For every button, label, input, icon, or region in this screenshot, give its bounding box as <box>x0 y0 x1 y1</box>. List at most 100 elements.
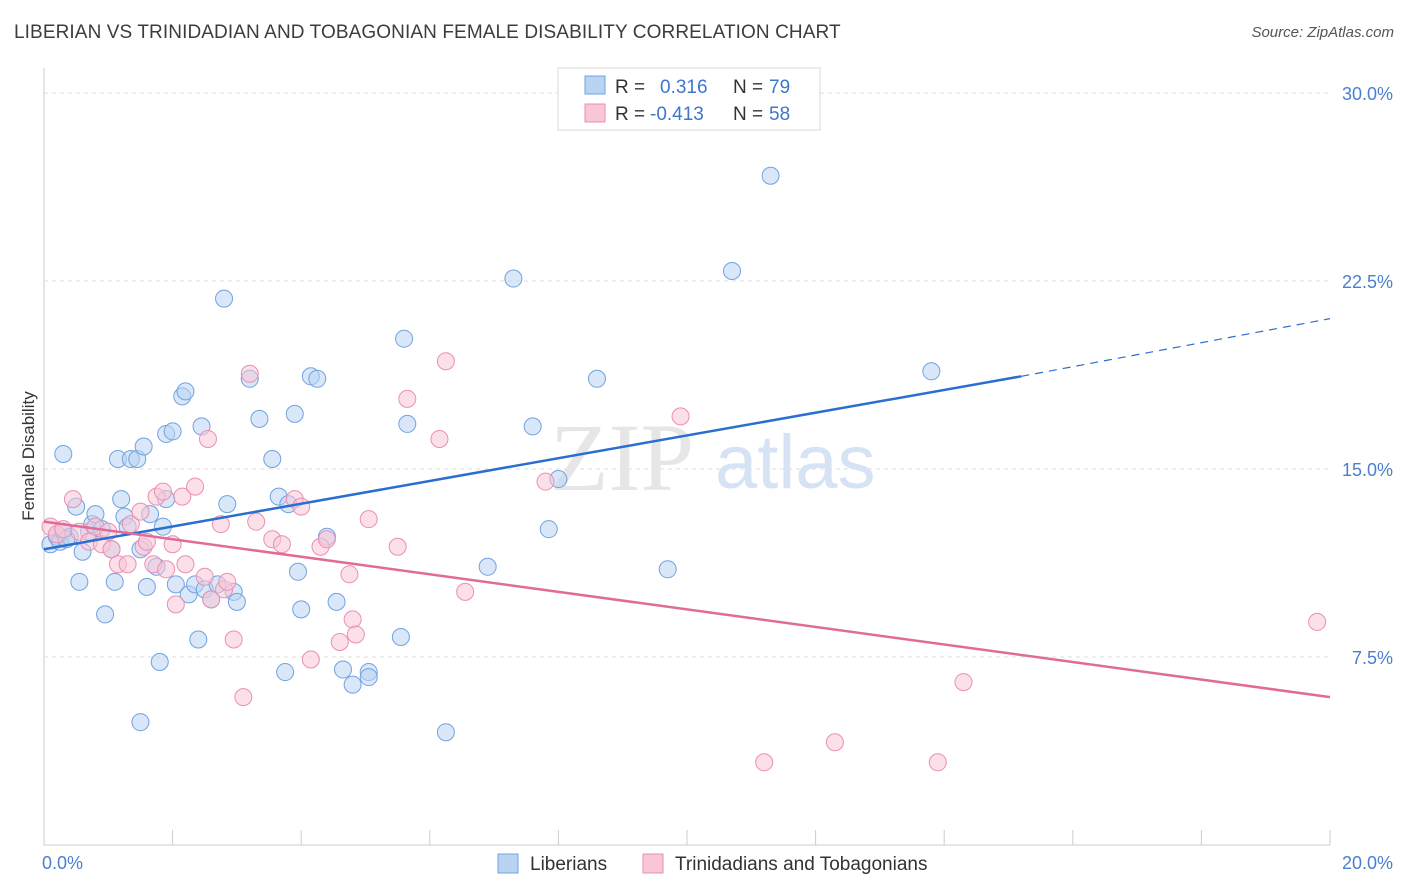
trinidadian-point <box>157 560 176 579</box>
y-tick-label: 22.5% <box>1342 272 1393 292</box>
y-tick-label: 7.5% <box>1352 648 1393 668</box>
watermark-zip: ZIP <box>550 404 694 511</box>
legend-n-label-2: N = <box>733 104 763 125</box>
liberian-point <box>131 713 150 732</box>
trinidadian-point <box>234 688 253 707</box>
trinidadian-point <box>153 482 172 501</box>
trinidadian-point <box>166 595 185 614</box>
liberian-point <box>723 262 742 281</box>
legend-n-value-1: 79 <box>769 77 790 98</box>
legend-r-label-1: R = <box>615 77 645 98</box>
legend-r-label-2: R = <box>615 104 645 125</box>
liberian-point <box>327 592 346 611</box>
liberians-trend-extension <box>1021 318 1331 377</box>
trinidadian-point <box>1308 612 1327 631</box>
trinidadian-point <box>173 487 192 506</box>
liberian-point <box>112 490 131 509</box>
legend-trinidadians-swatch <box>642 853 664 874</box>
x-axis-ticks <box>43 830 1331 845</box>
liberian-point <box>343 675 362 694</box>
liberian-point <box>359 668 378 687</box>
trinidadian-point <box>317 530 336 549</box>
trinidadian-point <box>536 472 555 491</box>
liberian-point <box>308 369 327 388</box>
liberian-point <box>176 382 195 401</box>
liberian-point <box>478 557 497 576</box>
correlation-legend: R = 0.316 N = 79 R = -0.413 N = 58 <box>557 67 821 131</box>
liberian-point <box>285 404 304 423</box>
gridlines <box>44 92 1330 658</box>
legend-swatch-pink <box>584 103 606 123</box>
trinidadians-trend-line <box>43 520 1331 699</box>
trinidadian-point <box>928 753 947 772</box>
liberian-point <box>276 663 295 682</box>
series-legend: Liberians Trinidadians and Tobagonians <box>497 853 927 875</box>
liberian-point <box>105 572 124 591</box>
liberian-point <box>395 329 414 348</box>
y-tick-labels: 7.5% 15.0% 22.5% 30.0% <box>1342 84 1393 668</box>
liberian-point <box>292 600 311 619</box>
trinidadian-point <box>343 610 362 629</box>
trinidadian-point <box>247 512 266 531</box>
trinidadian-point <box>954 673 973 692</box>
trinidadian-point <box>398 389 417 408</box>
trinidadian-point <box>131 502 150 521</box>
legend-liberians-label: Liberians <box>530 854 607 875</box>
liberian-point <box>587 369 606 388</box>
y-tick-label: 30.0% <box>1342 84 1393 104</box>
trinidadian-point <box>755 753 774 772</box>
watermark-atlas: atlas <box>715 420 876 505</box>
trinidadian-point <box>195 567 214 586</box>
trinidadian-point <box>218 572 237 591</box>
trinidadian-point <box>63 490 82 509</box>
liberian-point <box>150 653 169 672</box>
chart-title: LIBERIAN VS TRINIDADIAN AND TOBAGONIAN F… <box>14 22 841 43</box>
trinidadian-point <box>456 582 475 601</box>
trinidadian-point <box>224 630 243 649</box>
liberian-point <box>523 417 542 436</box>
legend-trinidadians-label: Trinidadians and Tobagonians <box>675 854 927 875</box>
liberian-point <box>215 289 234 308</box>
trinidadian-point <box>176 555 195 574</box>
liberian-point <box>263 450 282 469</box>
trinidadian-point <box>430 429 449 448</box>
source-label: Source: ZipAtlas.com <box>1251 24 1394 41</box>
trinidadian-point <box>202 590 221 609</box>
trinidadian-point <box>671 407 690 426</box>
legend-r-value-2: -0.413 <box>650 104 704 125</box>
y-axis-label: Female Disability <box>19 391 38 521</box>
trinidadian-point <box>388 537 407 556</box>
liberian-point <box>137 577 156 596</box>
x-tick-label-min: 0.0% <box>42 853 83 873</box>
liberian-point <box>227 592 246 611</box>
liberian-point <box>288 562 307 581</box>
liberian-point <box>189 630 208 649</box>
trinidadian-point <box>359 510 378 529</box>
trinidadian-point <box>436 352 455 371</box>
trinidadian-point <box>330 632 349 651</box>
trinidadian-point <box>825 733 844 752</box>
trinidadian-point <box>272 535 291 554</box>
trinidadians-points <box>41 352 1327 772</box>
trinidadian-point <box>340 565 359 584</box>
trinidadian-point <box>186 477 205 496</box>
liberian-point <box>96 605 115 624</box>
liberian-point <box>922 362 941 381</box>
liberian-point <box>70 572 89 591</box>
trinidadian-point <box>301 650 320 669</box>
liberian-point <box>134 437 153 456</box>
y-tick-label: 15.0% <box>1342 460 1393 480</box>
liberian-point <box>436 723 455 742</box>
trinidadian-point <box>292 497 311 516</box>
liberian-point <box>658 560 677 579</box>
trend-lines <box>43 318 1331 699</box>
legend-n-value-2: 58 <box>769 104 790 125</box>
liberian-point <box>250 409 269 428</box>
liberian-point <box>166 575 185 594</box>
liberian-point <box>163 422 182 441</box>
trinidadian-point <box>118 555 137 574</box>
trinidadian-point <box>198 429 217 448</box>
legend-r-value-1: 0.316 <box>660 77 708 98</box>
liberian-point <box>398 414 417 433</box>
